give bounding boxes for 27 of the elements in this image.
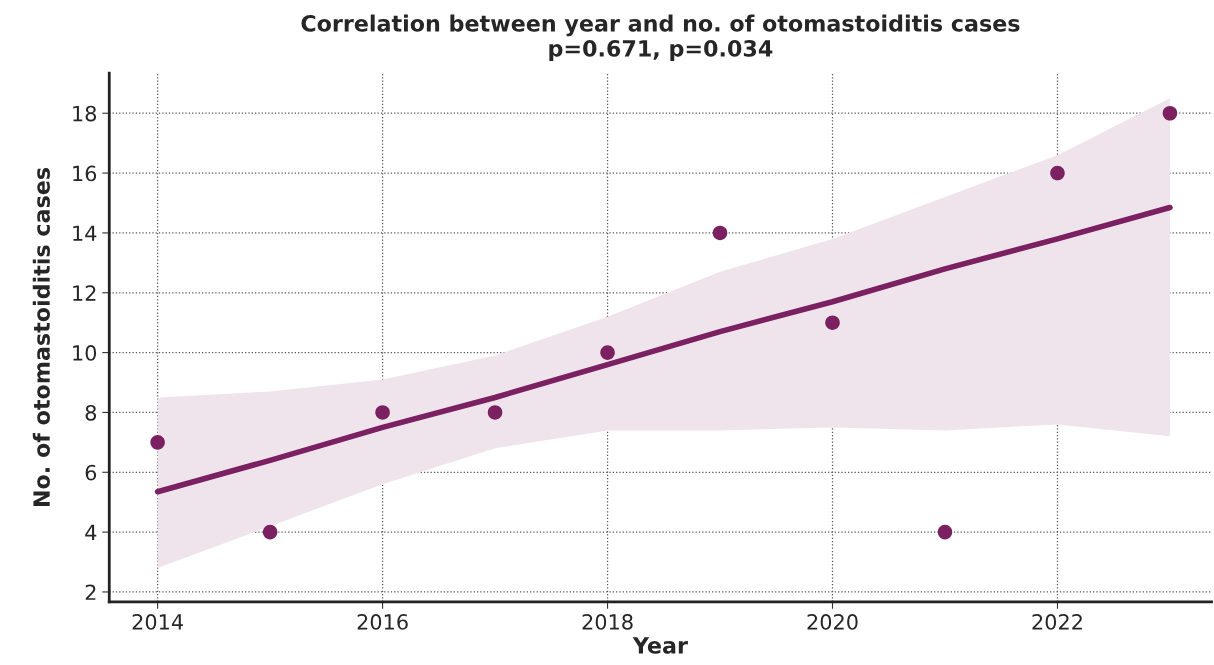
point bbox=[375, 405, 390, 420]
point bbox=[600, 345, 615, 360]
y-tick-label: 4 bbox=[85, 524, 97, 541]
y-tick-label: 18 bbox=[73, 105, 97, 122]
y-tick-label: 16 bbox=[73, 165, 97, 182]
y-tick-label: 8 bbox=[85, 404, 97, 421]
y-tick-label: 2 bbox=[85, 584, 96, 600]
point bbox=[487, 405, 503, 420]
x-tick-label: 2022 bbox=[1032, 614, 1082, 630]
point bbox=[262, 524, 278, 540]
y-tick-label: 12 bbox=[73, 285, 96, 301]
x-tick-label: 2018 bbox=[582, 614, 633, 630]
point bbox=[1162, 105, 1178, 121]
x-tick-label: 2014 bbox=[132, 614, 183, 630]
y-axis-title: No. of otomastoiditis cases bbox=[32, 167, 50, 507]
y-tick-label: 10 bbox=[73, 345, 97, 361]
point bbox=[712, 225, 728, 241]
point bbox=[937, 524, 953, 540]
y-tick-label: 6 bbox=[85, 464, 97, 481]
point bbox=[825, 315, 840, 330]
x-tick-label: 2016 bbox=[357, 614, 408, 630]
x-tick-label: 2020 bbox=[807, 614, 858, 630]
x-axis-title: Year bbox=[632, 637, 688, 654]
y-tick-label: 14 bbox=[73, 225, 97, 241]
point bbox=[1050, 165, 1065, 181]
chart-title: Correlation between year and no. of otomastoiditis cases p=0.671, p=0.034 bbox=[301, 14, 1020, 62]
point bbox=[150, 435, 165, 450]
